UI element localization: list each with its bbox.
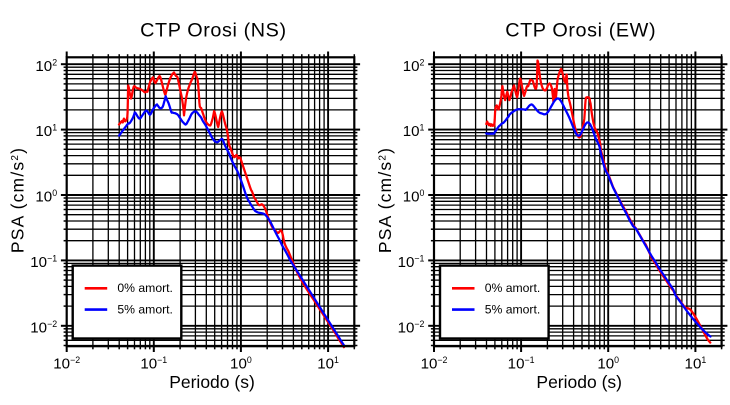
svg-text:100: 100 [35,188,57,206]
svg-text:100: 100 [597,355,619,373]
svg-text:100: 100 [403,188,425,206]
svg-text:101: 101 [685,355,707,373]
svg-text:PSA (cm/s2): PSA (cm/s2) [375,147,395,253]
svg-text:0% amort.: 0% amort. [117,281,173,295]
svg-text:0% amort.: 0% amort. [485,281,541,295]
svg-text:5% amort.: 5% amort. [117,302,173,316]
svg-text:102: 102 [35,57,57,75]
svg-text:100: 100 [230,355,252,373]
svg-text:PSA (cm/s2): PSA (cm/s2) [8,147,28,253]
svg-text:101: 101 [35,123,57,141]
svg-text:CTP Orosi (NS): CTP Orosi (NS) [140,20,287,42]
svg-text:Periodo (s): Periodo (s) [169,372,255,392]
svg-text:5% amort.: 5% amort. [485,302,541,316]
svg-text:CTP Orosi (EW): CTP Orosi (EW) [505,20,656,42]
svg-text:101: 101 [403,123,425,141]
svg-text:101: 101 [317,355,339,373]
svg-text:102: 102 [403,57,425,75]
svg-text:Periodo (s): Periodo (s) [536,372,622,392]
